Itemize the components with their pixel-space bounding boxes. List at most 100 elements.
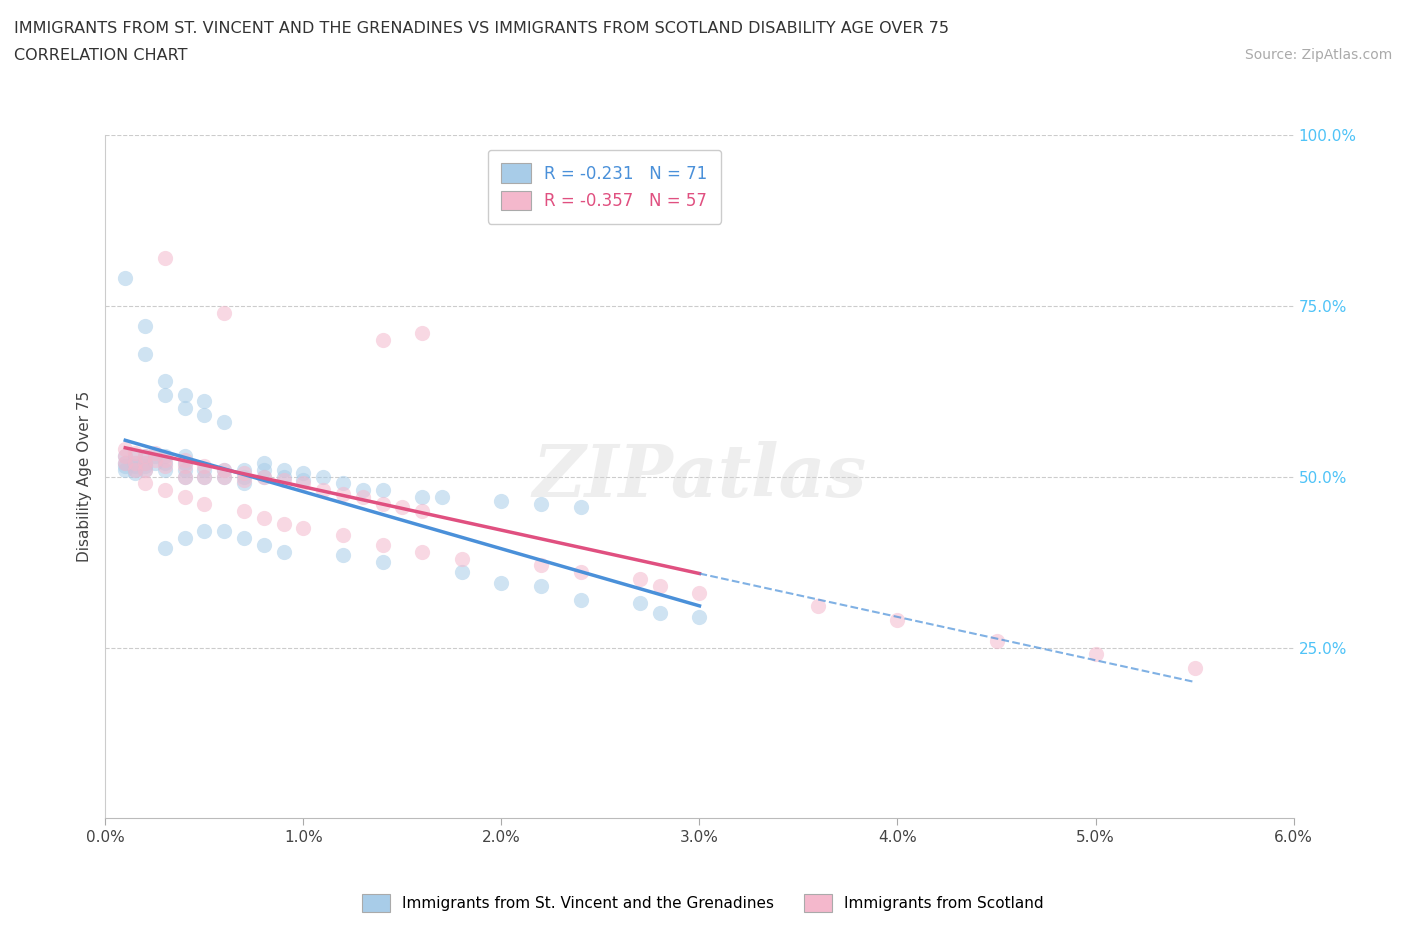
Point xyxy=(233,531,256,546)
Point xyxy=(214,470,236,485)
Point xyxy=(430,490,453,505)
Point xyxy=(273,517,295,532)
Legend: R = -0.231   N = 71, R = -0.357   N = 57: R = -0.231 N = 71, R = -0.357 N = 57 xyxy=(488,150,721,223)
Point xyxy=(173,456,195,471)
Point xyxy=(689,585,711,600)
Legend: Immigrants from St. Vincent and the Grenadines, Immigrants from Scotland: Immigrants from St. Vincent and the Gren… xyxy=(356,888,1050,918)
Point xyxy=(143,445,166,460)
Point xyxy=(114,458,136,473)
Point xyxy=(411,544,433,559)
Point xyxy=(153,250,176,265)
Point xyxy=(312,470,335,485)
Point xyxy=(352,483,374,498)
Point xyxy=(648,606,671,621)
Point xyxy=(371,538,394,552)
Point xyxy=(173,458,195,473)
Point xyxy=(371,554,394,569)
Point xyxy=(153,541,176,556)
Point xyxy=(689,609,711,624)
Point xyxy=(292,466,315,481)
Point xyxy=(134,458,156,473)
Point xyxy=(124,456,146,471)
Point xyxy=(114,448,136,463)
Point xyxy=(134,462,156,477)
Point xyxy=(530,558,553,573)
Text: Source: ZipAtlas.com: Source: ZipAtlas.com xyxy=(1244,48,1392,62)
Point xyxy=(450,551,472,566)
Point xyxy=(332,486,354,501)
Point xyxy=(273,472,295,487)
Point xyxy=(173,490,195,505)
Point xyxy=(986,633,1008,648)
Point xyxy=(124,466,146,481)
Point xyxy=(134,456,156,471)
Point xyxy=(114,462,136,477)
Point xyxy=(292,521,315,536)
Point xyxy=(1084,647,1107,662)
Point xyxy=(193,470,215,485)
Point xyxy=(134,346,156,361)
Point xyxy=(124,445,146,460)
Point xyxy=(411,503,433,518)
Point xyxy=(371,497,394,512)
Point xyxy=(233,470,256,485)
Point xyxy=(134,462,156,477)
Point xyxy=(312,483,335,498)
Y-axis label: Disability Age Over 75: Disability Age Over 75 xyxy=(76,391,91,563)
Point xyxy=(124,458,146,473)
Point xyxy=(143,456,166,471)
Point xyxy=(124,448,146,463)
Point xyxy=(153,448,176,463)
Point xyxy=(173,448,195,463)
Point xyxy=(233,503,256,518)
Point xyxy=(143,448,166,463)
Point xyxy=(134,319,156,334)
Point xyxy=(214,524,236,538)
Point xyxy=(648,578,671,593)
Point xyxy=(273,544,295,559)
Point xyxy=(352,490,374,505)
Point xyxy=(193,524,215,538)
Point xyxy=(253,511,276,525)
Point xyxy=(391,500,413,515)
Point xyxy=(193,394,215,409)
Point xyxy=(214,415,236,430)
Point xyxy=(292,476,315,491)
Text: IMMIGRANTS FROM ST. VINCENT AND THE GRENADINES VS IMMIGRANTS FROM SCOTLAND DISAB: IMMIGRANTS FROM ST. VINCENT AND THE GREN… xyxy=(14,21,949,36)
Point xyxy=(273,462,295,477)
Point xyxy=(569,592,592,607)
Point xyxy=(114,442,136,457)
Point xyxy=(153,458,176,473)
Point xyxy=(253,538,276,552)
Point xyxy=(273,470,295,485)
Point xyxy=(332,548,354,563)
Point xyxy=(332,476,354,491)
Point xyxy=(332,527,354,542)
Point xyxy=(124,462,146,477)
Point xyxy=(233,476,256,491)
Point xyxy=(134,448,156,463)
Point xyxy=(114,448,136,463)
Point xyxy=(411,490,433,505)
Point xyxy=(173,531,195,546)
Point xyxy=(143,452,166,467)
Point xyxy=(292,472,315,487)
Point xyxy=(134,456,156,471)
Point xyxy=(193,470,215,485)
Point xyxy=(114,456,136,471)
Point xyxy=(153,483,176,498)
Point xyxy=(450,565,472,579)
Point xyxy=(886,613,908,628)
Point xyxy=(371,333,394,348)
Point xyxy=(124,456,146,471)
Point xyxy=(173,387,195,402)
Point xyxy=(214,462,236,477)
Point xyxy=(628,572,651,587)
Point xyxy=(193,497,215,512)
Point xyxy=(153,374,176,389)
Point xyxy=(173,470,195,485)
Point xyxy=(233,472,256,487)
Point xyxy=(193,407,215,422)
Point xyxy=(253,462,276,477)
Point xyxy=(153,387,176,402)
